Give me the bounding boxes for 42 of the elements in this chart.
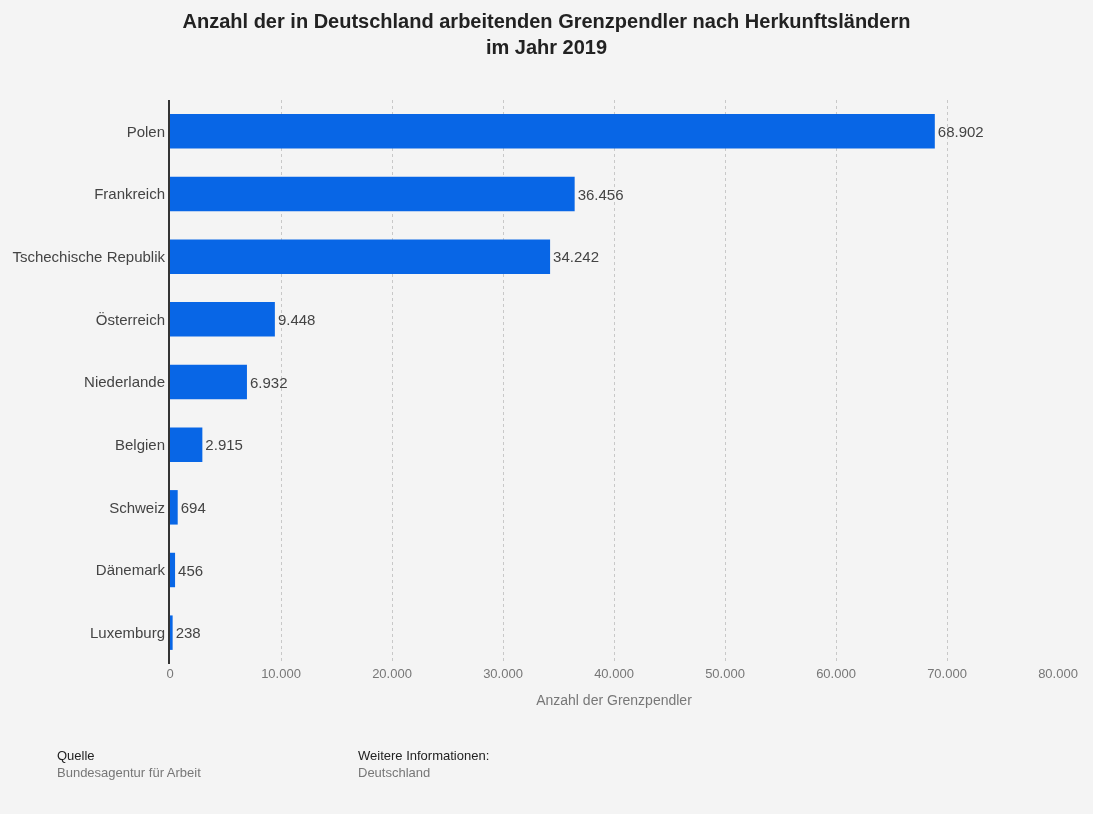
bar — [170, 364, 247, 400]
x-tick-label: 70.000 — [927, 666, 967, 681]
x-tick-label: 60.000 — [816, 666, 856, 681]
bar — [170, 239, 551, 274]
text: Weitere Informationen: — [358, 748, 490, 763]
y-tick-label: Polen — [126, 122, 165, 140]
x-tick-label: 80.000 — [1038, 666, 1078, 681]
y-tick-label: Tschechische Republik — [12, 247, 166, 265]
data-label: 238 — [175, 624, 201, 642]
x-axis-title: Anzahl der Grenzpendler — [536, 692, 693, 709]
data-label: 694 — [180, 498, 206, 516]
y-tick-label: Frankreich — [94, 185, 165, 203]
y-tick-label: Österreich — [95, 310, 165, 328]
data-label: 36.456 — [577, 185, 624, 203]
text: Bundesagentur für Arbeit — [57, 765, 202, 780]
bar — [170, 114, 935, 149]
y-tick-label: Luxemburg — [89, 623, 165, 641]
chart-title: Anzahl der in Deutschland arbeitenden Grenzpendler nach Herkunftsländern im Jahr 2019 — [182, 10, 911, 59]
x-tick-label: 20.000 — [372, 666, 412, 681]
x-tick-label: 30.000 — [483, 666, 523, 681]
text: Deutschland — [358, 765, 431, 780]
bar — [170, 615, 173, 650]
y-tick-label: Belgien — [114, 435, 165, 453]
x-tick-label: 10.000 — [261, 666, 301, 681]
bar — [170, 490, 178, 525]
y-tick-label: Niederlande — [84, 373, 165, 391]
text: Quelle — [57, 748, 95, 763]
data-label: 456 — [178, 561, 204, 579]
data-label: 68.902 — [937, 122, 984, 140]
bar — [170, 176, 575, 212]
data-label: 34.242 — [553, 248, 599, 266]
bar — [170, 552, 176, 588]
bar — [170, 302, 275, 337]
data-label: 6.932 — [249, 373, 288, 391]
y-tick-label: Schweiz — [109, 498, 165, 516]
y-tick-label: Dänemark — [95, 561, 166, 579]
bar — [170, 427, 203, 462]
x-tick-label: 40.000 — [594, 666, 634, 681]
x-tick-label: 50.000 — [705, 666, 745, 681]
data-label: 2.915 — [205, 436, 243, 454]
x-tick-label: 0 — [166, 666, 174, 681]
data-label: 9.448 — [277, 310, 316, 328]
